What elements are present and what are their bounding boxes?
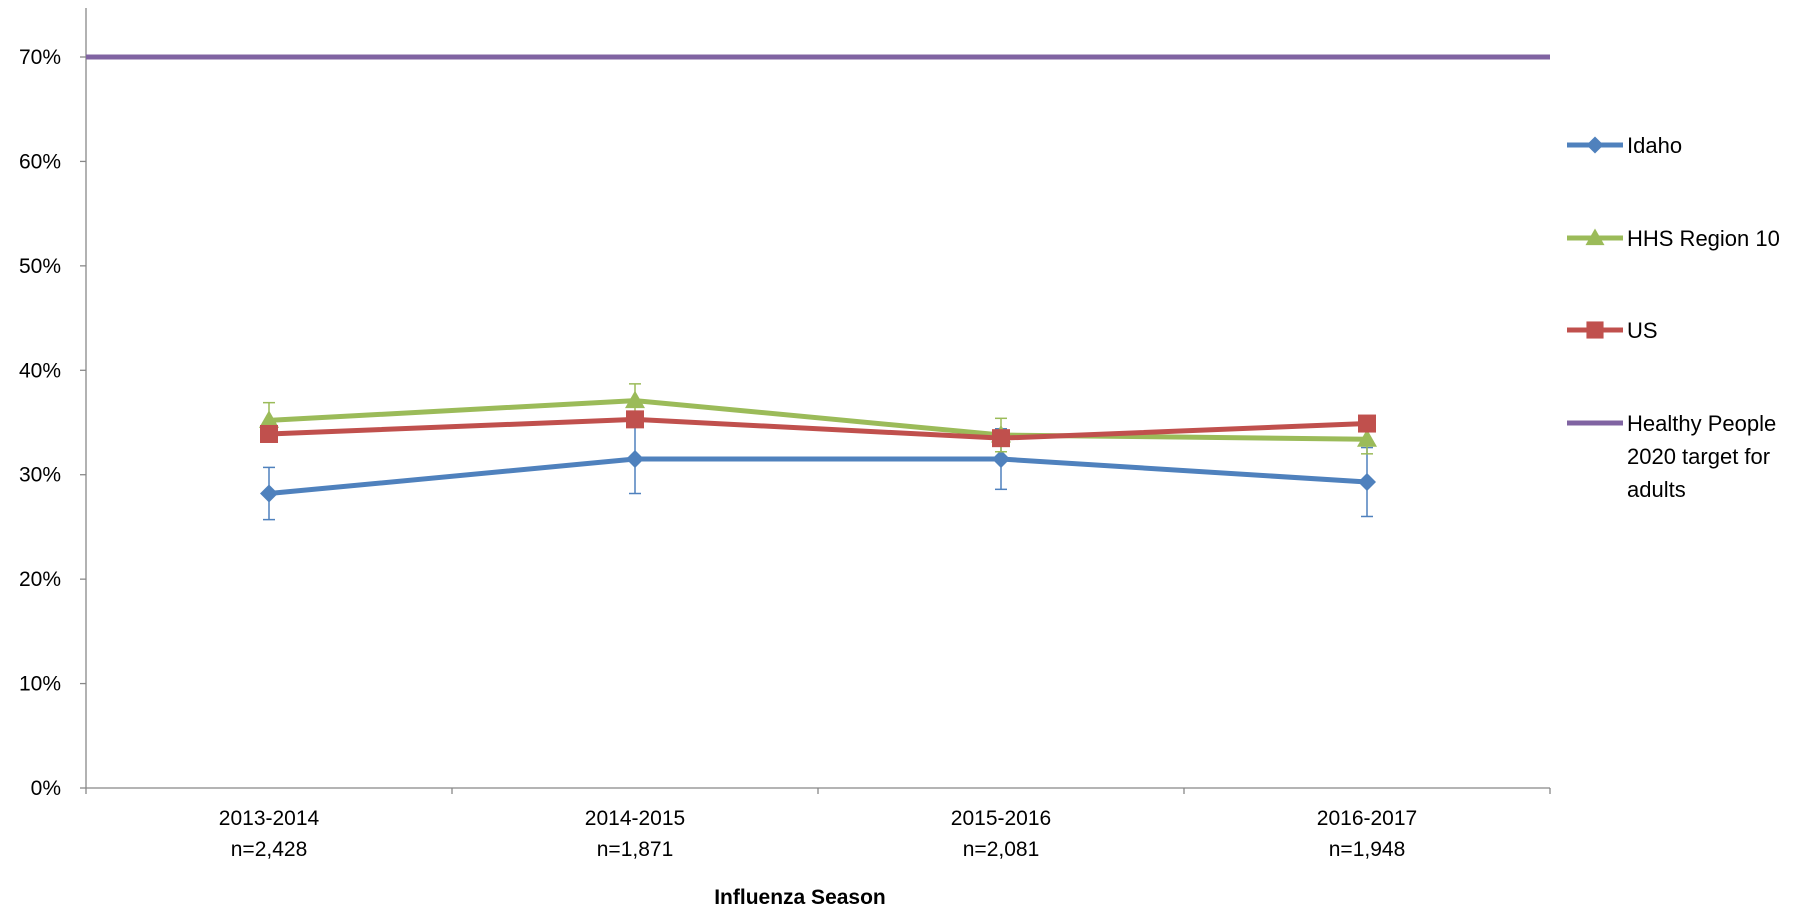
y-tick-label: 60% (19, 150, 61, 173)
y-tick-label: 10% (19, 673, 61, 696)
data-point-idaho (260, 484, 278, 503)
legend-label-hhs-region-10: HHS Region 10 (1627, 226, 1780, 251)
y-tick-label: 30% (19, 464, 61, 487)
data-point-us (1358, 414, 1376, 433)
x-tick-label: 2013-2014 (219, 807, 320, 830)
x-tick-label: 2015-2016 (951, 807, 1051, 830)
y-tick-label: 20% (19, 568, 61, 591)
x-tick-label: 2016-2017 (1317, 807, 1417, 830)
data-point-idaho (992, 450, 1010, 469)
legend-marker-hhs-region-10 (1585, 228, 1605, 246)
series-line-us (268, 416, 1368, 441)
data-point-hhs-region-10 (1357, 429, 1377, 447)
legend-marker-idaho (1586, 136, 1604, 154)
x-tick-sample-size: n=1,871 (597, 838, 674, 861)
legend-label-us: US (1627, 318, 1658, 343)
legend-label-healthy-people-2020-target-for-adults: adults (1627, 477, 1686, 502)
data-point-hhs-region-10 (625, 390, 645, 409)
y-tick-label: 70% (19, 46, 61, 69)
data-point-hhs-region-10 (259, 410, 279, 428)
x-tick-sample-size: n=2,081 (963, 838, 1040, 861)
legend: Idaho HHS Region 10 US Healthy People 2020 t… (1567, 133, 1780, 502)
data-point-idaho (626, 450, 644, 469)
legend-label-healthy-people-2020-target-for-adults: Healthy People (1627, 411, 1776, 436)
series-line-idaho (268, 456, 1368, 497)
y-tick-label: 50% (19, 255, 61, 278)
y-tick-label: 40% (19, 359, 61, 382)
data-point-us (626, 410, 644, 429)
legend-label-healthy-people-2020-target-for-adults: 2020 target for (1627, 444, 1770, 469)
data-point-us (992, 429, 1010, 448)
x-axis-title: Influenza Season (714, 886, 886, 906)
data-point-us (260, 424, 278, 443)
data-point-idaho (1358, 473, 1376, 492)
x-tick-label: 2014-2015 (585, 807, 685, 830)
legend-marker-us (1586, 321, 1604, 339)
y-tick-label: 0% (31, 777, 61, 800)
series-layer (86, 54, 1550, 521)
axes: 0% 10% 20% 30% 40% 50% 60% 70% 2013-2014 n=2,428 2… (19, 8, 1551, 909)
series-line-hhs-region-10 (268, 398, 1368, 442)
x-tick-sample-size: n=1,948 (1329, 838, 1406, 861)
legend-label-idaho: Idaho (1627, 133, 1682, 158)
x-tick-sample-size: n=2,428 (231, 838, 308, 861)
